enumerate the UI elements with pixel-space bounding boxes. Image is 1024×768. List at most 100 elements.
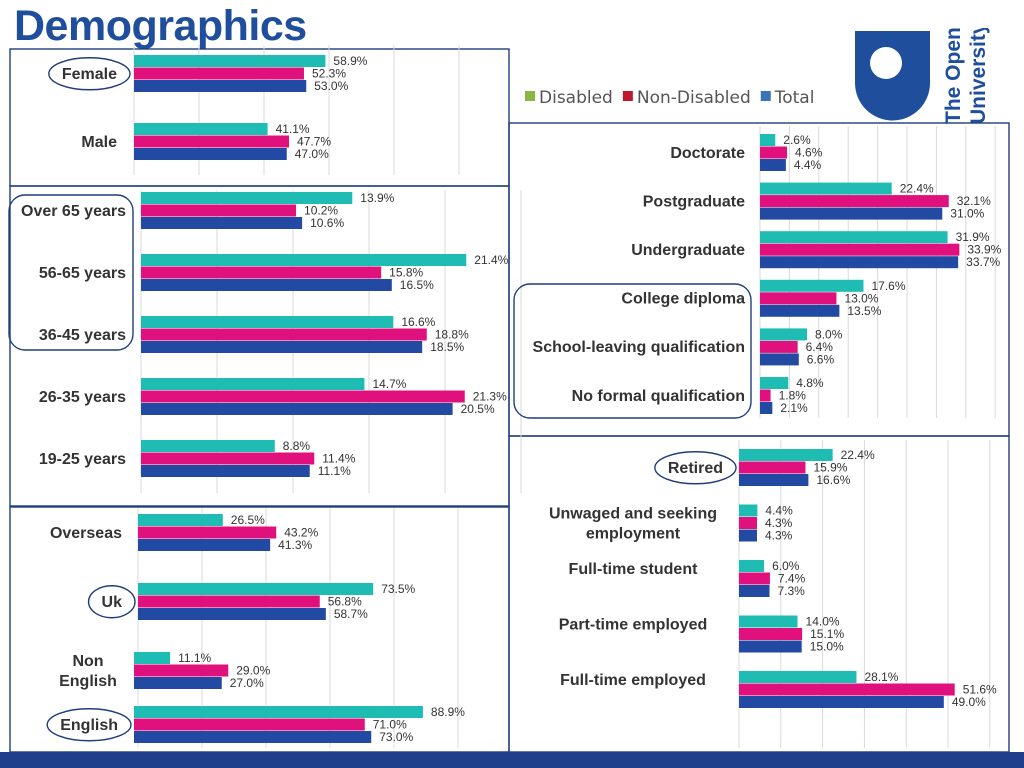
data-label-non-disabled: 47.7% (297, 135, 331, 149)
data-label-total: 27.0% (230, 676, 264, 690)
data-label-non-disabled: 21.3% (473, 390, 507, 404)
bar-total (141, 465, 310, 477)
bar-total (134, 148, 287, 160)
legend-swatch (760, 91, 771, 101)
category-label-text: Postgraduate (643, 193, 745, 210)
data-label-non-disabled: 18.8% (435, 328, 469, 342)
data-label-disabled: 21.4% (474, 253, 508, 267)
data-label-total: 11.1% (318, 464, 351, 478)
data-label-non-disabled: 7.4% (778, 572, 806, 586)
bar-non-disabled (760, 389, 771, 402)
bar-non-disabled (739, 628, 803, 640)
data-label-disabled: 41.1% (276, 122, 310, 136)
bar-disabled (134, 55, 326, 67)
category-label-retired: Retired (668, 460, 723, 477)
bar-total (739, 640, 802, 653)
open-university-logo: The Open University (855, 28, 990, 124)
category-label-text: Uk (102, 594, 123, 611)
data-label-disabled: 11.1% (178, 651, 211, 665)
category-label-text: 26-35 years (39, 389, 126, 406)
data-label-non-disabled: 56.8% (328, 595, 362, 609)
category-postgraduate: 22.4% 32.1%31.0% Postgraduate (643, 182, 991, 221)
data-label-disabled: 26.5% (231, 513, 265, 527)
chart-qualification: 2.6%4.6%4.4% Doctorate 22.4% 32.1%31.0% Post… (533, 126, 1002, 418)
data-label-disabled: 2.6% (783, 133, 811, 147)
data-label-disabled: 14.0% (806, 615, 840, 629)
bar-disabled (760, 134, 776, 146)
data-label-disabled: 58.9% (333, 54, 367, 68)
category-label-text: Unwaged and seeking (549, 505, 717, 522)
category-part-time-employed: 14.0%15.1%15.0% Part-time employed (559, 615, 845, 654)
category-label-text: Retired (668, 460, 723, 477)
bar-disabled (141, 378, 365, 390)
bar-disabled (138, 583, 374, 595)
data-label-disabled: 73.5% (381, 582, 415, 596)
data-label-disabled: 17.6% (871, 279, 905, 293)
data-label-disabled: 22.4% (841, 448, 875, 462)
data-label-total: 15.0% (810, 640, 844, 654)
category-label-text: English (60, 717, 118, 734)
category-male: 41.1%47.7%47.0% Male (81, 122, 331, 161)
data-label-non-disabled: 4.3% (765, 516, 793, 530)
data-label-total: 16.6% (816, 473, 850, 487)
bar-disabled (739, 560, 765, 572)
bar-non-disabled (739, 572, 770, 585)
bar-non-disabled (739, 683, 955, 696)
chart-layer: 58.9%52.3%53.0% Female 41.1%47.7%47.0% Male… (8, 45, 1002, 748)
category-label-text: No formal qualification (572, 388, 745, 405)
category-label-text: Full-time employed (560, 672, 706, 689)
bar-non-disabled (134, 135, 290, 148)
highlight-group-qualification (513, 283, 752, 419)
bar-disabled (739, 615, 798, 628)
category-label-college-diploma: College diploma (621, 291, 745, 308)
data-label-non-disabled: 13.0% (844, 291, 878, 305)
category-uk: 73.5% 56.8%58.7% Uk (87, 582, 416, 621)
data-label-total: 47.0% (295, 147, 329, 161)
category-label-26-35-years: 26-35 years (39, 389, 126, 406)
data-label-total: 49.0% (952, 695, 986, 709)
legend-item-disabled: Disabled (525, 88, 613, 108)
category-college-diploma: 17.6%13.0%13.5% College diploma (621, 279, 905, 318)
data-label-disabled: 14.7% (372, 377, 406, 391)
data-label-total: 16.5% (400, 278, 434, 292)
bar-total (134, 731, 372, 743)
data-label-non-disabled: 6.4% (806, 340, 834, 354)
bar-disabled (760, 231, 948, 244)
category-label-text: Part-time employed (559, 616, 707, 633)
category-label-full-time-student: Full-time student (569, 561, 699, 578)
logo-text-line2: University (967, 28, 990, 124)
highlight-oval (654, 451, 737, 485)
category-label-no-formal-qualification: No formal qualification (572, 388, 745, 405)
highlight-group-age (8, 194, 134, 351)
bar-disabled (739, 449, 833, 461)
data-label-disabled: 6.0% (772, 559, 800, 573)
category-school-leaving-qualification: 8.0%6.4%6.6% School-leaving qualification (533, 327, 843, 366)
category-label-non-english: Non English (59, 653, 117, 690)
category-undergraduate: 31.9%33.9%33.7% Undergraduate (631, 230, 1001, 269)
category-label-text: Male (81, 134, 117, 151)
data-label-total: 73.0% (379, 730, 413, 744)
bar-disabled (141, 440, 275, 452)
legend-item-non-disabled: Non-Disabled (622, 88, 751, 108)
bar-total (760, 402, 773, 414)
data-label-total: 58.7% (334, 607, 368, 621)
category-label-56-65-years: 56-65 years (39, 265, 126, 282)
data-label-disabled: 31.9% (956, 230, 990, 244)
data-label-disabled: 8.0% (815, 327, 843, 341)
bar-total (739, 529, 757, 542)
data-label-non-disabled: 51.6% (963, 683, 997, 697)
data-label-disabled: 88.9% (431, 705, 465, 719)
bar-total (760, 256, 959, 269)
data-label-total: 13.5% (847, 304, 881, 318)
bar-total (141, 279, 392, 291)
data-label-total: 10.6% (310, 216, 344, 230)
data-label-disabled: 13.9% (360, 191, 394, 205)
category-label-text: employment (586, 525, 681, 542)
data-label-disabled: 28.1% (864, 670, 898, 684)
bar-total (138, 608, 326, 620)
bar-total (134, 677, 222, 689)
category-label-text: College diploma (621, 291, 745, 308)
data-label-non-disabled: 15.9% (813, 461, 847, 475)
category-label-over-65-years: Over 65 years (21, 203, 126, 220)
